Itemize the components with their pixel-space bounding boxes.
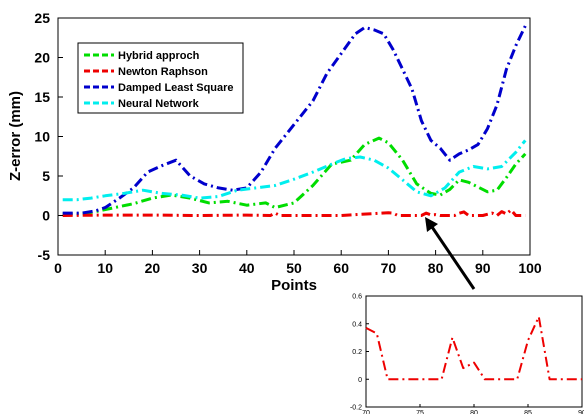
main-x-tick-label-2: 20 [145,260,161,276]
main-series-line-3 [62,139,527,202]
main-y-tick-label-5: 20 [34,50,50,66]
inset-plot: 70 75 80 85 90 -0.2 0 0.2 0.4 0.6 [350,294,584,414]
main-y-tick-label-2: 5 [42,168,50,184]
inset-series-line-0 [365,315,582,381]
main-y-tick-label-3: 10 [34,129,50,145]
main-series-group [62,25,527,217]
inset-y-tick-label-1: 0 [358,377,362,384]
main-series-line-0 [62,136,527,216]
inset-x-tick-label-1: 75 [416,410,424,414]
inset-series-group [365,315,582,381]
main-y-tick-label-0: -5 [38,247,51,263]
main-x-tick-label-5: 50 [286,260,302,276]
main-x-tick-label-9: 90 [475,260,491,276]
inset-x-tick-label-2: 80 [470,410,478,414]
main-series-line-1 [62,208,526,217]
inset-x-tick-label-4: 90 [578,410,584,414]
y-axis-label: Z-error (mm) [7,91,24,181]
inset-y-axis-ticks: -0.2 0 0.2 0.4 0.6 [350,294,369,412]
main-x-axis-ticks: 0 10 20 30 40 50 60 70 80 90 100 [54,250,542,276]
main-series-line-2 [62,25,527,215]
annotation-arrow [425,217,476,290]
main-y-tick-label-4: 15 [34,89,50,105]
main-y-tick-label-6: 25 [34,10,50,26]
main-x-tick-label-4: 40 [239,260,255,276]
inset-x-tick-label-0: 70 [362,410,370,414]
inset-y-tick-label-3: 0.4 [352,321,362,328]
main-y-tick-label-1: 0 [42,208,50,224]
x-axis-label: Points [271,277,317,294]
inset-y-tick-label-0: -0.2 [350,405,362,412]
inset-y-tick-label-4: 0.6 [352,294,362,301]
main-x-tick-label-1: 10 [97,260,113,276]
legend-label-1: Newton Raphson [118,66,208,78]
legend-label-2: Damped Least Square [118,82,234,94]
main-x-tick-label-3: 30 [192,260,208,276]
main-y-axis-ticks: -5 0 5 10 15 20 25 [34,10,63,263]
inset-x-tick-label-3: 85 [524,410,532,414]
main-x-tick-label-0: 0 [54,260,62,276]
legend-entries: Hybrid approch Newton Raphson Damped Least… [84,50,234,110]
main-x-tick-label-8: 80 [428,260,444,276]
main-x-tick-label-7: 70 [381,260,397,276]
inset-y-tick-label-2: 0.2 [352,349,362,356]
inset-plot-area [365,295,583,408]
legend-label-0: Hybrid approch [118,50,200,62]
main-x-tick-label-6: 60 [333,260,349,276]
legend: Hybrid approch Newton Raphson Damped Least… [77,42,244,114]
main-x-tick-label-10: 100 [518,260,542,276]
legend-label-3: Neural Network [118,98,200,110]
